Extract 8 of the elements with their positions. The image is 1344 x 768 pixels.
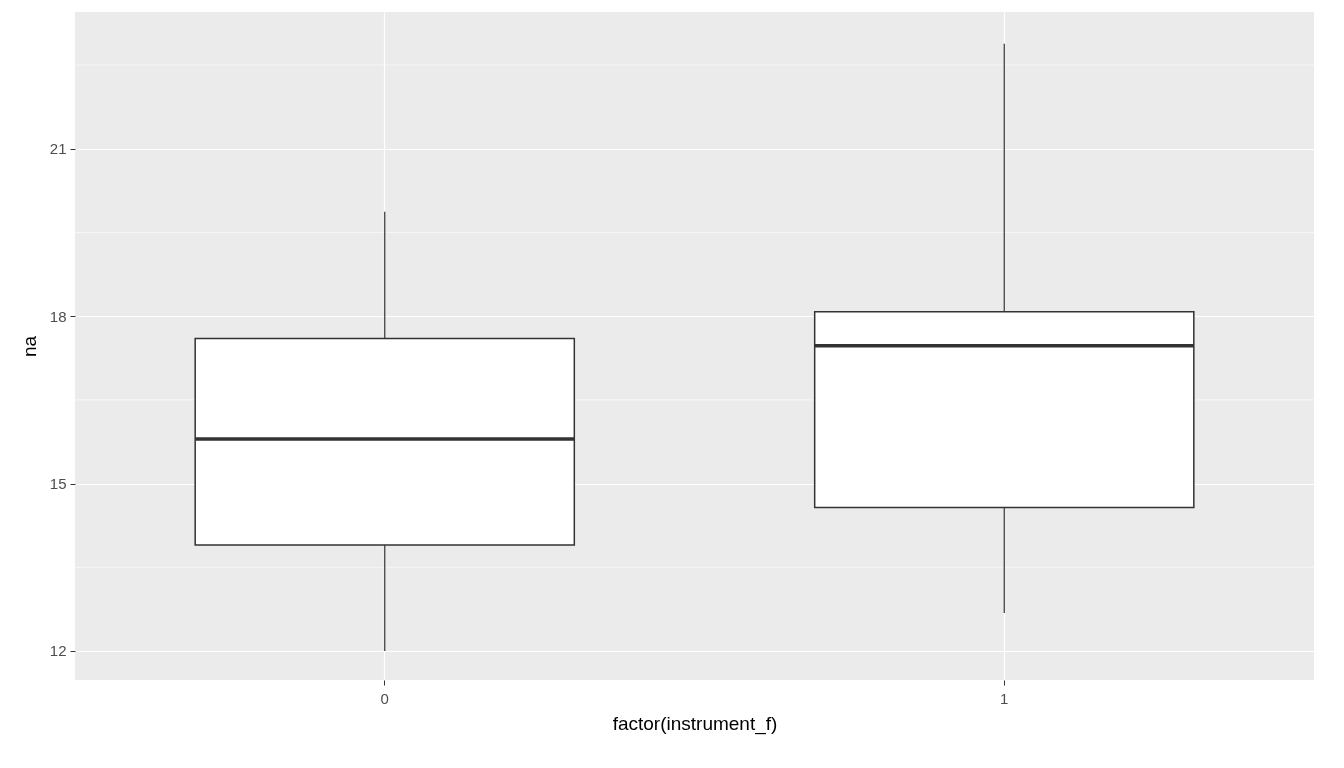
y-tick-label: 12 xyxy=(49,642,67,660)
x-tick-label: 0 xyxy=(380,689,389,707)
y-tick-label: 15 xyxy=(49,475,67,493)
y-tick-label: 18 xyxy=(49,307,67,325)
y-tick-label: 21 xyxy=(49,140,67,158)
y-axis-title: na xyxy=(18,335,40,358)
x-tick-label: 1 xyxy=(1000,689,1009,707)
x-axis-title: factor(instrument_f) xyxy=(612,712,778,735)
